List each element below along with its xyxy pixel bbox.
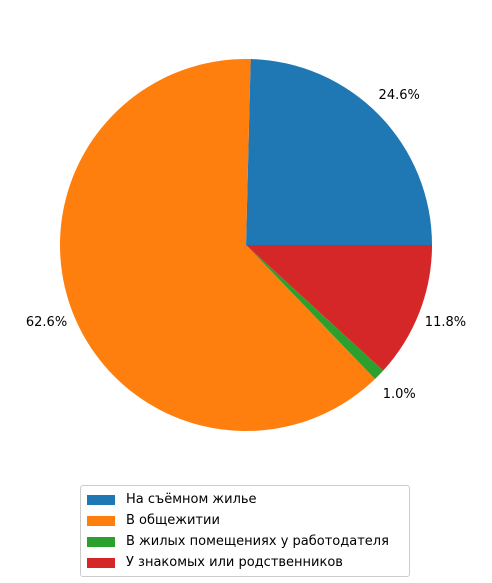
slice-rented-housing	[246, 59, 432, 245]
legend-label: В жилых помещениях у работодателя	[126, 534, 389, 549]
legend-swatch	[87, 515, 115, 526]
legend-label: У знакомых или родственников	[126, 555, 343, 570]
pie-slices	[59, 59, 432, 432]
pie-chart: 24.6% 62.6% 1.0% 11.8%	[26, 59, 466, 432]
legend-item-dormitory: В общежитии	[81, 510, 409, 531]
legend-item-rented-housing: На съёмном жилье	[81, 489, 409, 510]
slice-friends-relatives	[246, 245, 432, 371]
legend-swatch	[87, 557, 115, 568]
percent-label: 62.6%	[26, 315, 67, 330]
legend-item-friends-relatives: У знакомых или родственников	[81, 552, 409, 573]
legend-label: В общежитии	[126, 513, 220, 528]
percent-label: 11.8%	[425, 315, 466, 330]
percent-label: 24.6%	[379, 88, 420, 103]
percent-label: 1.0%	[383, 387, 416, 402]
pie-percent-labels: 24.6% 62.6% 1.0% 11.8%	[26, 88, 466, 402]
legend-swatch	[87, 494, 115, 505]
legend-item-employer-housing: В жилых помещениях у работодателя	[81, 531, 409, 552]
legend-swatch	[87, 536, 115, 547]
slice-dormitory	[59, 59, 376, 432]
legend-label: На съёмном жилье	[126, 492, 257, 507]
legend: На съёмном жилье В общежитии В жилых пом…	[80, 485, 410, 577]
slice-employer-housing	[246, 245, 384, 379]
